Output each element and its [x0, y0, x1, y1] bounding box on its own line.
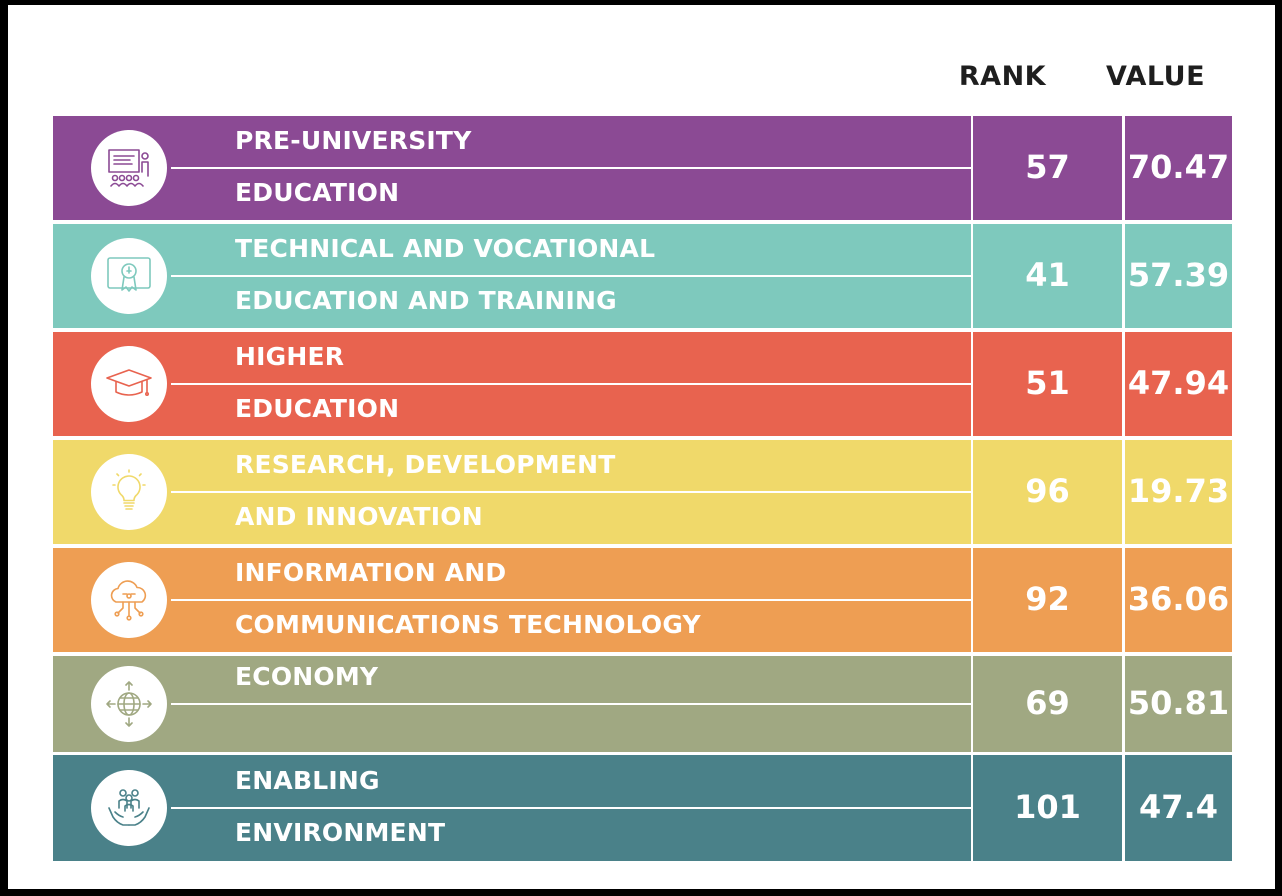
row-label-line1: HIGHER	[235, 342, 345, 371]
rank-value: 92	[1025, 580, 1070, 618]
row-label-line2: EDUCATION AND TRAINING	[235, 286, 617, 315]
row-label-line2: COMMUNICATIONS TECHNOLOGY	[235, 610, 701, 639]
row-background-rank	[973, 548, 1122, 652]
rank-value: 96	[1025, 472, 1070, 510]
score-value: 70.47	[1127, 148, 1230, 186]
row-divider-line	[171, 491, 971, 493]
rank-value: 41	[1025, 256, 1070, 294]
icon-circle	[91, 562, 167, 638]
icon-circle	[91, 666, 167, 742]
icon-circle	[91, 130, 167, 206]
score-value: 47.94	[1127, 364, 1230, 402]
row-background-rank	[973, 116, 1122, 220]
row-background-value	[1125, 548, 1232, 652]
table-row: HIGHER EDUCATION 51 47.94	[53, 332, 1232, 436]
row-divider-line	[171, 599, 971, 601]
row-background-value	[1125, 116, 1232, 220]
row-label-line2: ENVIRONMENT	[235, 818, 446, 847]
row-label-line1: TECHNICAL AND VOCATIONAL	[235, 234, 656, 263]
rank-column-header: RANK	[958, 61, 1047, 92]
table-row: TECHNICAL AND VOCATIONAL EDUCATION AND TR…	[53, 224, 1232, 328]
icon-circle	[91, 770, 167, 846]
score-value: 36.06	[1127, 580, 1230, 618]
table-row: ECONOMY 69 50.81	[53, 656, 1232, 752]
row-label-line1: ENABLING	[235, 766, 380, 795]
row-divider-line	[171, 167, 971, 169]
table-row: PRE-UNIVERSITY EDUCATION 57 70.47	[53, 116, 1232, 220]
row-label-line2: EDUCATION	[235, 178, 400, 207]
row-label-line1: INFORMATION AND	[235, 558, 507, 587]
score-value: 57.39	[1127, 256, 1230, 294]
rank-value: 101	[1014, 788, 1081, 826]
row-background-value	[1125, 755, 1232, 861]
rank-value: 69	[1025, 684, 1070, 722]
row-label-line2: EDUCATION	[235, 394, 400, 423]
icon-circle	[91, 454, 167, 530]
table-row: RESEARCH, DEVELOPMENT AND INNOVATION 96 19.…	[53, 440, 1232, 544]
row-background-value	[1125, 224, 1232, 328]
table-row: ENABLING ENVIRONMENT 101 47.4	[53, 755, 1232, 861]
row-label-line1: ECONOMY	[235, 662, 379, 691]
rank-value: 57	[1025, 148, 1070, 186]
rank-value: 51	[1025, 364, 1070, 402]
score-value: 50.81	[1127, 684, 1230, 722]
row-background-rank	[973, 332, 1122, 436]
table-frame: RANK VALUE PRE-UNIVERSITY EDUCATION 57 70.4…	[8, 5, 1275, 889]
row-background-rank	[973, 440, 1122, 544]
row-background-rank	[973, 656, 1122, 752]
row-label-line1: RESEARCH, DEVELOPMENT	[235, 450, 616, 479]
row-divider-line	[171, 275, 971, 277]
table-row: INFORMATION AND COMMUNICATIONS TECHNOLOGY…	[53, 548, 1232, 652]
row-background-value	[1125, 440, 1232, 544]
row-label-line1: PRE-UNIVERSITY	[235, 126, 472, 155]
row-divider-line	[171, 703, 971, 705]
row-background-value	[1125, 332, 1232, 436]
score-value: 19.73	[1127, 472, 1230, 510]
row-background-rank	[973, 755, 1122, 861]
row-divider-line	[171, 807, 971, 809]
score-value: 47.4	[1139, 788, 1218, 826]
row-label-line2: AND INNOVATION	[235, 502, 483, 531]
icon-circle	[91, 346, 167, 422]
row-divider-line	[171, 383, 971, 385]
icon-circle	[91, 238, 167, 314]
row-background-rank	[973, 224, 1122, 328]
row-background-value	[1125, 656, 1232, 752]
value-column-header: VALUE	[1105, 61, 1206, 92]
